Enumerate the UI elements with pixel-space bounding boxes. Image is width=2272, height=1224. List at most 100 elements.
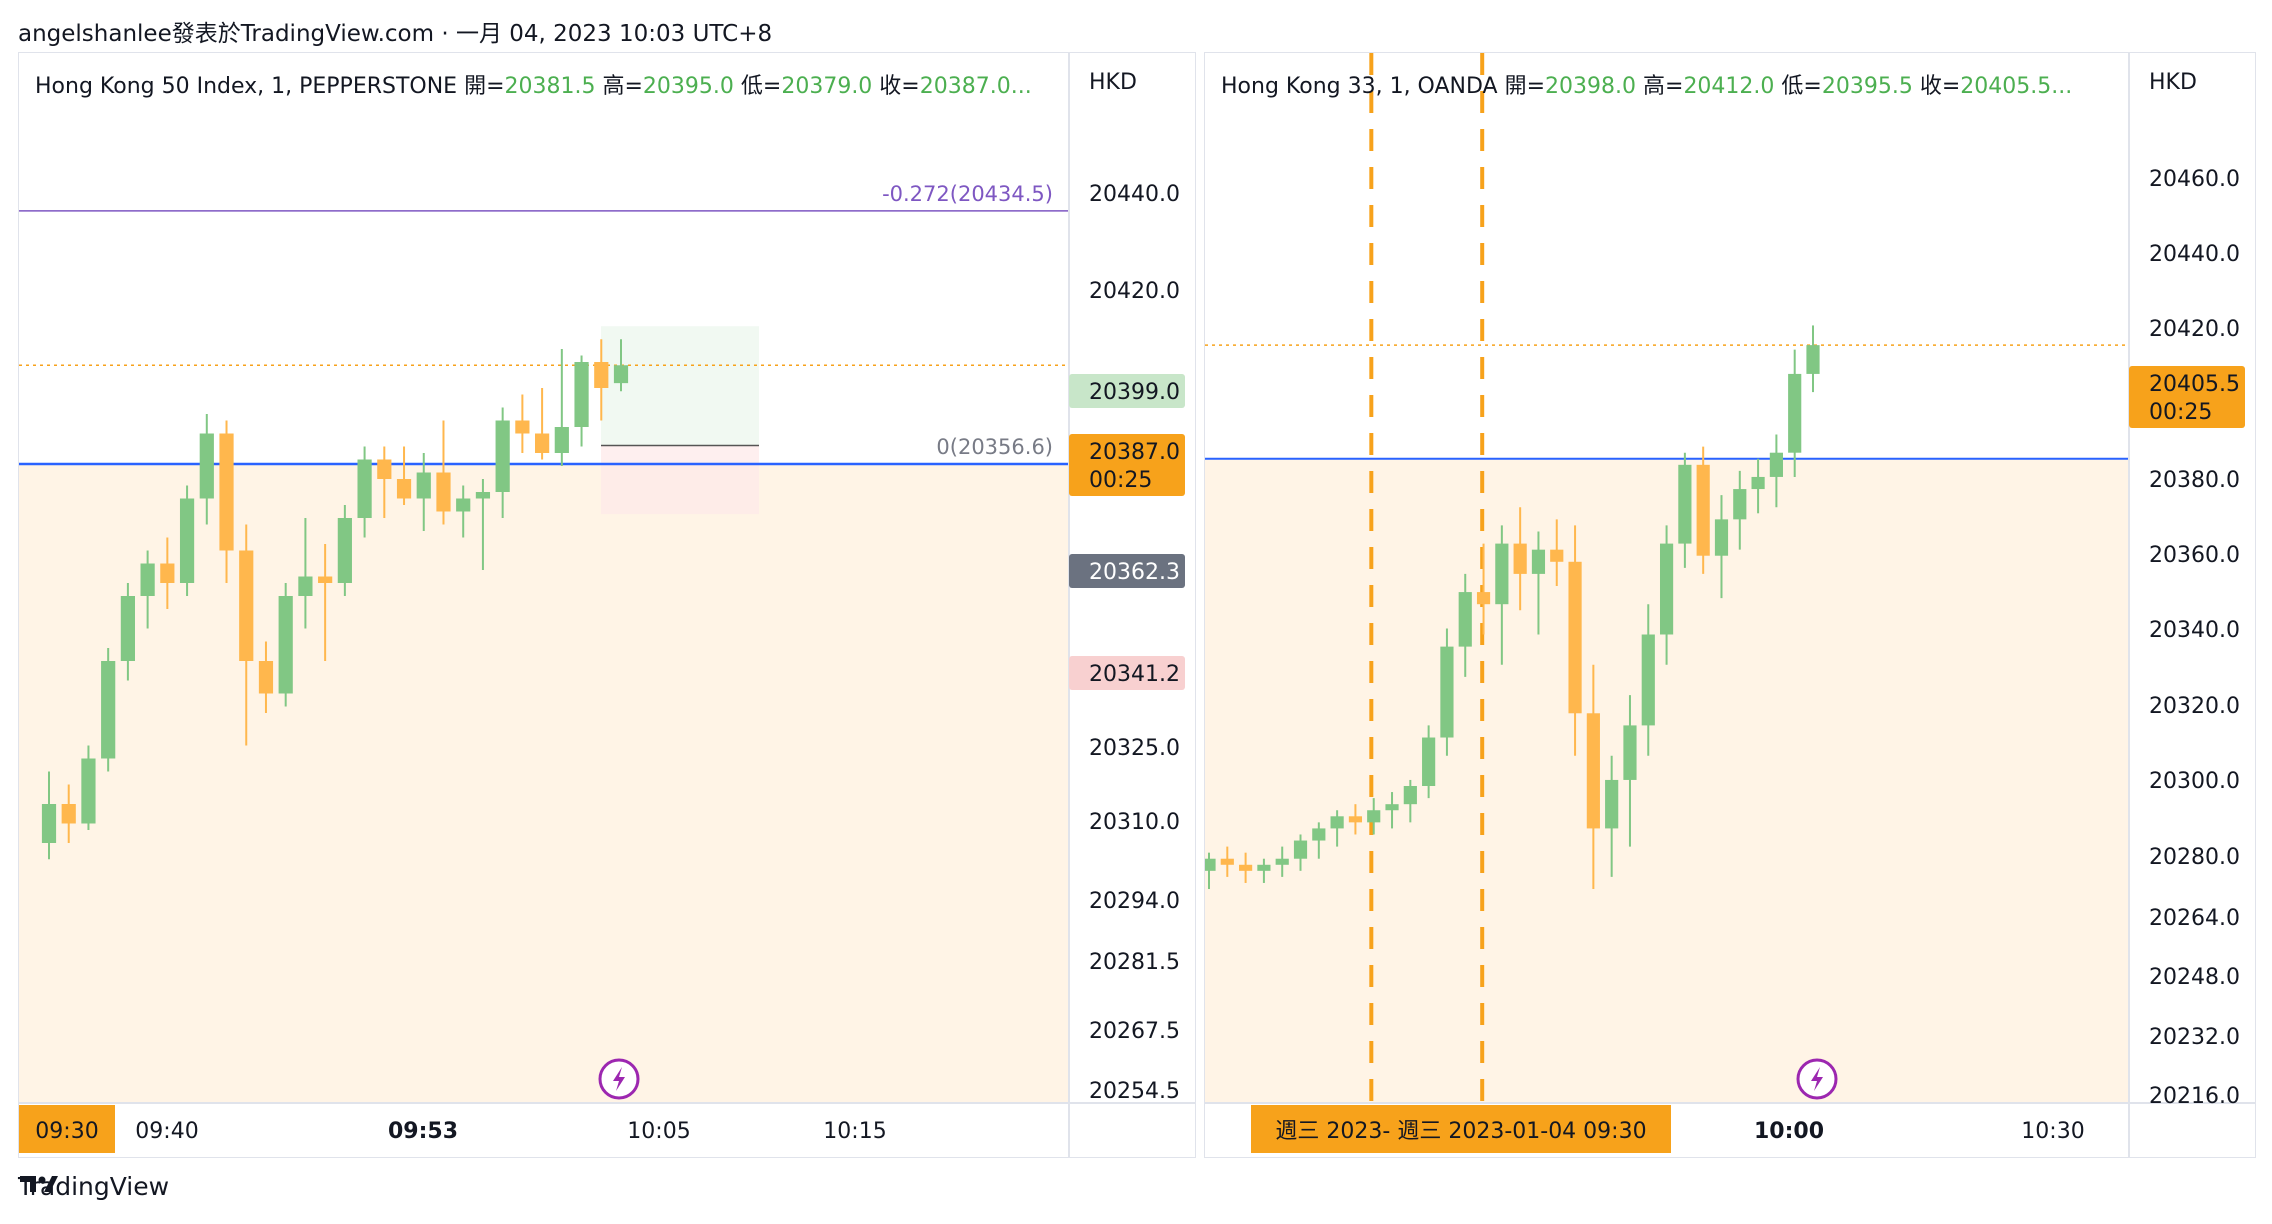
candle-body-22 [475,492,491,499]
candle-body-5 [140,563,155,596]
candle-body-10 [239,550,254,661]
candle-body-14 [318,576,333,583]
y-tick-label-8: 20280.0 [2149,845,2240,870]
support-zone [19,464,1069,1103]
chart-panel-hk50[interactable]: -0.272(20434.5) 0(20356.6) Hong Kong 50 In… [18,52,1196,1158]
candle-body-2 [1239,864,1253,871]
chart-panel-hk33[interactable]: Hong Kong 33, 1, OANDA 開=20398.0 高=20412… [1204,52,2256,1158]
y-tick-label-5: 20281.5 [1089,950,1180,975]
candle-body-7 [1330,816,1344,829]
y-tick-label-5: 20340.0 [2149,618,2240,643]
candle-body-30 [1751,476,1765,490]
candle-body-15 [1476,592,1491,605]
candle-body-21 [456,498,471,512]
candle-body-33 [1806,345,1820,374]
y-tick-label-12: 20216.0 [2149,1084,2240,1109]
position-target-zone [601,326,759,446]
y-tick-label-1: 20420.0 [1089,279,1180,304]
hk50-chart-svg[interactable]: -0.272(20434.5) 0(20356.6) Hong Kong 50 In… [19,53,1195,1157]
price-tag-countdown-1: 00:25 [1089,468,1152,493]
chart-title: Hong Kong 33, 1, OANDA 開=20398.0 高=20412… [1221,74,2072,99]
candle-body-16 [1495,543,1509,605]
candle-body-28 [594,362,609,388]
candle-body-12 [1422,737,1436,786]
hk33-chart-svg[interactable]: Hong Kong 33, 1, OANDA 開=20398.0 高=20412… [1205,53,2255,1157]
y-tick-label-3: 20310.0 [1089,810,1180,835]
x-tick-label-0: 09:40 [135,1119,198,1144]
candle-body-17 [377,459,392,479]
candle-body-7 [179,498,195,583]
candle-body-19 [1550,549,1564,562]
candle-body-27 [1696,464,1710,556]
candle-body-5 [1293,840,1308,859]
candle-body-3 [101,661,116,759]
candle-body-29 [613,365,629,384]
candle-body-9 [219,433,234,551]
candle-body-21 [1586,713,1600,829]
candle-body-24 [515,420,530,434]
candle-body-23 [1623,725,1637,780]
currency-label: HKD [2149,70,2197,95]
candle-body-1 [61,804,76,824]
candle-body-18 [396,479,412,499]
candle-body-20 [1568,561,1582,714]
candle-body-17 [1513,543,1527,574]
candle-body-0 [1205,858,1216,871]
y-tick-label-1: 20440.0 [2149,242,2240,267]
candle-body-9 [1367,810,1381,823]
candle-body-25 [535,433,550,453]
x-tick-label-1: 09:53 [388,1119,458,1144]
candle-body-26 [554,427,569,453]
price-tag-3 [1069,656,1185,690]
price-tag-value-0: 20405.5 [2149,372,2240,397]
x-tick-label-3: 10:15 [823,1119,886,1144]
candle-body-8 [1348,816,1363,823]
time-cursor-label: 週三 2023- 週三 2023-01-04 09:30 [1275,1119,1646,1144]
candle-body-19 [416,472,431,499]
position-stop-zone [601,445,759,515]
candle-body-6 [160,563,175,583]
candle-body-26 [1678,464,1692,544]
time-cursor-label: 09:30 [35,1119,98,1144]
y-tick-label-3: 20380.0 [2149,468,2240,493]
y-tick-label-0: 20460.0 [2149,167,2240,192]
candle-body-23 [495,420,510,492]
candle-body-16 [357,459,372,518]
time-cursor-tag [19,1105,115,1153]
price-tag-value-0: 20399.0 [1089,380,1180,405]
candle-body-25 [1659,543,1674,635]
y-tick-label-0: 20440.0 [1089,182,1180,207]
candle-body-4 [1275,858,1289,865]
price-tag-0 [2129,366,2245,428]
candle-body-22 [1605,779,1619,829]
time-cursor-tag [1251,1105,1671,1153]
tradingview-logo-icon [20,1176,58,1192]
publisher-header: angelshanlee發表於TradingView.com · 一月 04, … [18,21,773,47]
y-tick-label-4: 20360.0 [2149,543,2240,568]
candle-body-3 [1257,864,1271,871]
y-tick-label-2: 20420.0 [2149,317,2240,342]
candle-body-18 [1531,549,1546,574]
x-tick-label-1: 10:30 [2021,1119,2084,1144]
x-tick-label-2: 10:05 [627,1119,690,1144]
candle-body-24 [1641,634,1655,726]
candle-body-0 [41,804,57,843]
candle-body-15 [337,518,352,583]
candle-body-10 [1385,804,1399,811]
footer-brand: TradingView [18,1172,169,1201]
y-tick-label-9: 20264.0 [2149,906,2240,931]
candle-body-6 [1312,828,1326,841]
candle-body-1 [1220,858,1234,865]
y-tick-label-11: 20232.0 [2149,1025,2240,1050]
price-tag-value-2: 20362.3 [1089,560,1180,585]
lightning-glyph [1811,1067,1823,1091]
y-tick-label-6: 20267.5 [1089,1019,1180,1044]
candle-body-20 [436,472,451,512]
candle-body-11 [258,661,274,694]
chart-title: Hong Kong 50 Index, 1, PEPPERSTONE 開=203… [35,74,1032,99]
y-tick-label-10: 20248.0 [2149,965,2240,990]
price-tag-1 [1069,434,1185,496]
candle-body-31 [1769,452,1783,477]
fib-level-label-0: -0.272(20434.5) [882,182,1053,206]
price-tag-value-1: 20387.0 [1089,440,1180,465]
